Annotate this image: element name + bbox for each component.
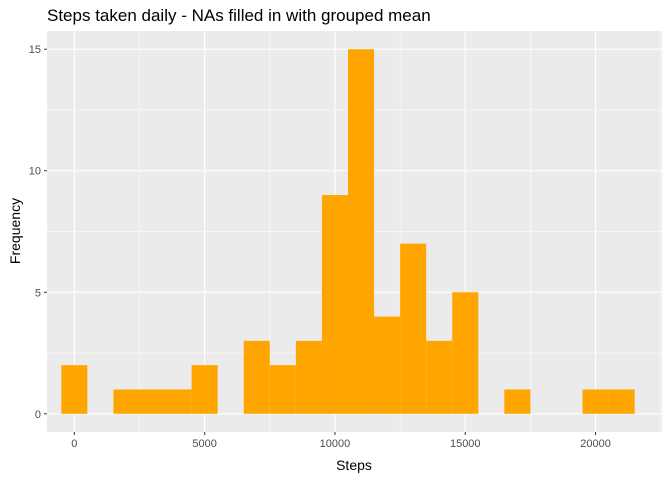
y-axis-ticks: 0 5 10 15 <box>29 44 47 421</box>
x-tick-label: 20000 <box>580 438 611 450</box>
x-tick-label: 0 <box>71 438 77 450</box>
y-tick-label: 15 <box>29 44 41 56</box>
histogram-bar <box>400 243 427 414</box>
histogram-bar <box>347 49 375 414</box>
x-tick-label: 10000 <box>320 438 351 450</box>
chart-title: Steps taken daily - NAs filled in with g… <box>47 6 431 25</box>
histogram-bar <box>243 340 270 414</box>
x-tick-label: 5000 <box>192 438 216 450</box>
histogram-bar <box>113 389 140 414</box>
histogram-bar <box>504 389 531 414</box>
histogram-bar <box>165 389 192 414</box>
histogram-bar <box>582 389 609 414</box>
histogram-bar <box>139 389 166 414</box>
x-tick-label: 15000 <box>450 438 481 450</box>
x-axis-ticks: 0 5000 10000 15000 20000 <box>71 432 611 450</box>
histogram-bar <box>269 365 296 414</box>
histogram-bar <box>191 365 218 414</box>
y-axis-title: Frequency <box>7 198 23 264</box>
y-tick-label: 10 <box>29 166 41 178</box>
histogram-bar <box>452 292 479 414</box>
histogram-bar <box>608 389 635 414</box>
histogram-bar <box>426 340 453 414</box>
x-axis-title: Steps <box>336 457 372 473</box>
histogram-bars <box>61 49 635 414</box>
y-tick-label: 0 <box>35 409 41 421</box>
histogram-bar <box>374 316 401 414</box>
y-tick-label: 5 <box>35 287 41 299</box>
histogram-bar <box>321 195 348 414</box>
histogram-bar <box>295 340 322 414</box>
histogram-bar <box>61 365 88 414</box>
